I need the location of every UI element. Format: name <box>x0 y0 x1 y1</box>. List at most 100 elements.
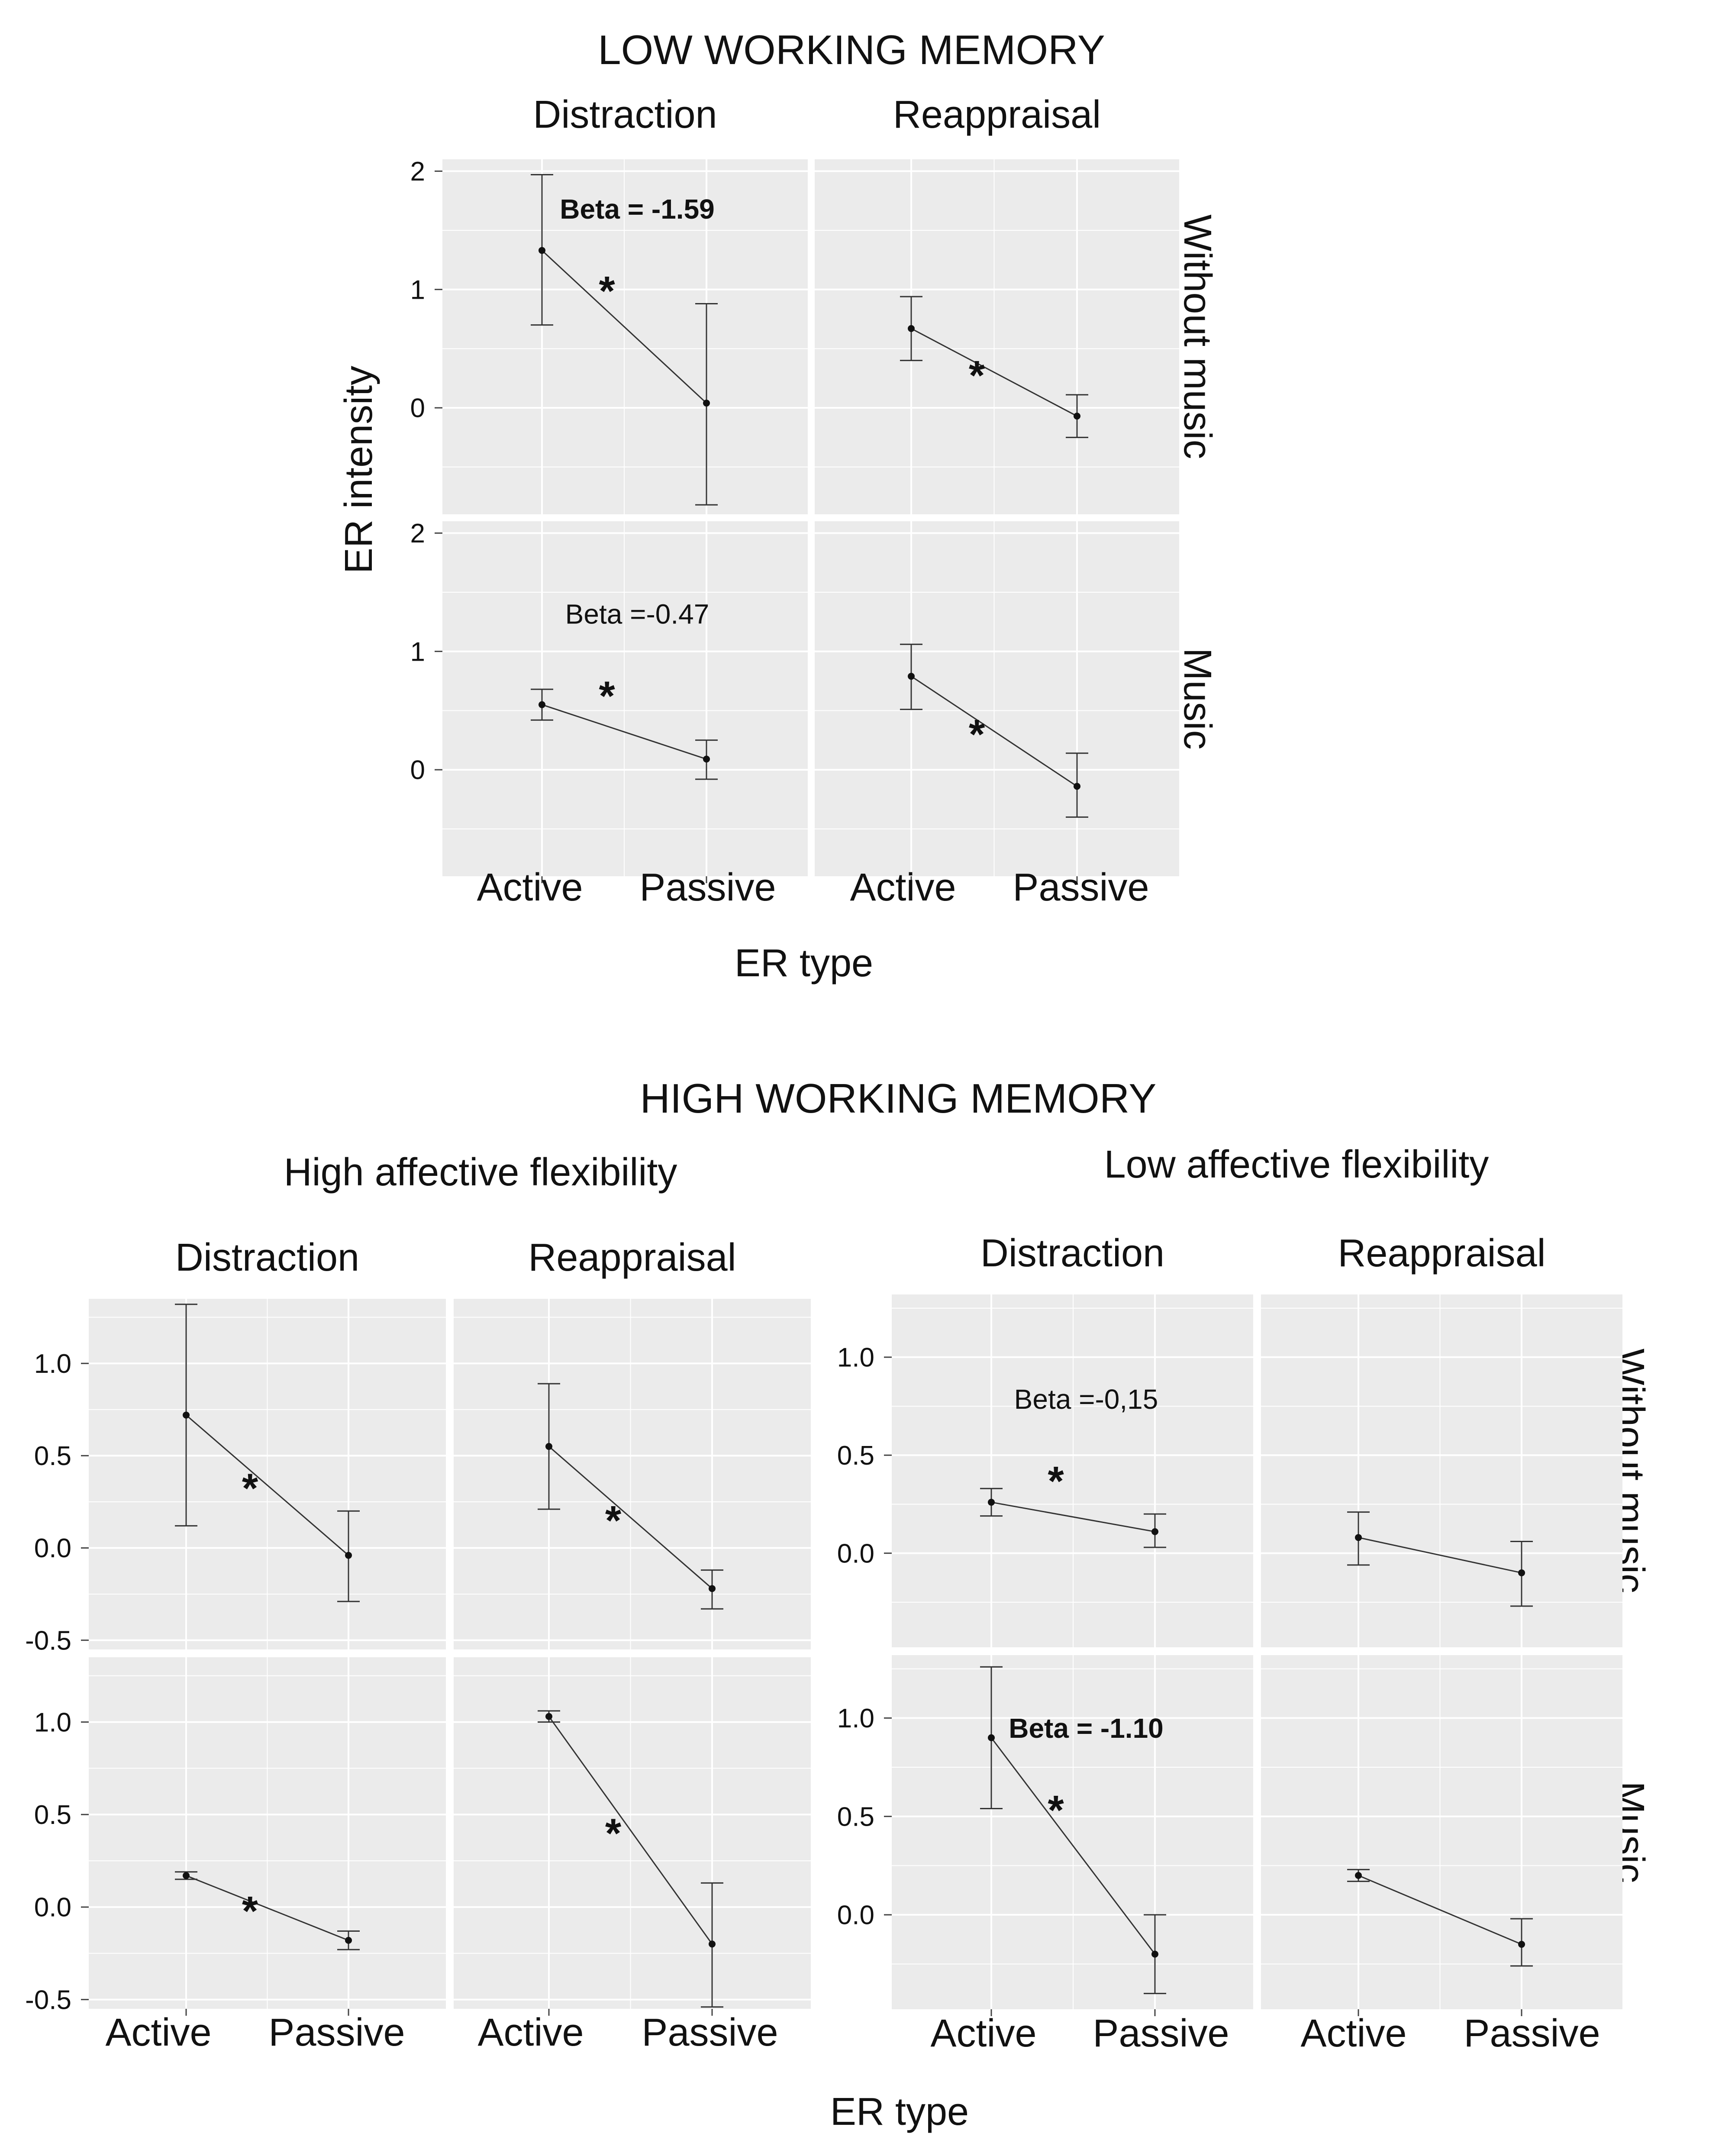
high-working-memory-title: HIGH WORKING MEMORY <box>640 1075 1157 1122</box>
y-tick-label: 0 <box>410 755 425 785</box>
facet-col-label-reappraisal: Reappraisal <box>1338 1232 1545 1275</box>
x-tick-label-active: Active <box>1300 2012 1406 2055</box>
panel-background <box>442 159 808 514</box>
y-tick-label: 0.0 <box>34 1893 71 1923</box>
low-working-memory-title: LOW WORKING MEMORY <box>598 27 1105 73</box>
y-tick-label: 1 <box>410 275 425 305</box>
panel-background <box>1261 1294 1622 1647</box>
series-line <box>548 1446 713 1589</box>
facet-col-label-distraction: Distraction <box>175 1236 359 1279</box>
x-tick-label-passive: Passive <box>268 2011 405 2054</box>
facet-row-label-without-music: Without music <box>1176 214 1219 459</box>
panel-distraction-music: Beta = -1.10 * <box>892 1655 1253 2016</box>
data-point-passive <box>703 755 710 763</box>
panel-distraction-music: Beta =-0.47 * <box>442 521 808 883</box>
x-tick-label-active: Active <box>477 2011 584 2054</box>
series-line <box>186 1875 349 1941</box>
data-point-passive <box>1151 1950 1158 1958</box>
panel-distraction-without-music: Beta = -1.59 * <box>442 159 808 514</box>
y-tick-label: 1 <box>410 637 425 667</box>
high-x-axis-label: ER type <box>830 2090 969 2133</box>
facet-col-label-distraction: Distraction <box>533 93 717 136</box>
significance-star: * <box>599 268 615 314</box>
x-tick-label-active: Active <box>930 2012 1036 2055</box>
y-tick-label: 0.5 <box>837 1441 874 1471</box>
y-tick-label: 0.0 <box>837 1901 874 1930</box>
facet-col-label-distraction: Distraction <box>980 1232 1164 1275</box>
series-line <box>990 1737 1156 1955</box>
data-point-passive <box>1074 413 1080 420</box>
significance-star: * <box>1048 1458 1064 1504</box>
data-point-active <box>545 1443 552 1450</box>
data-point-active <box>545 1713 552 1720</box>
high-affective-flexibility-title: High affective flexibility <box>284 1151 677 1194</box>
data-point-passive <box>709 1940 716 1948</box>
panel-reappraisal-music <box>1261 1655 1622 2016</box>
significance-star: * <box>969 711 985 758</box>
series-line <box>991 1501 1155 1533</box>
significance-star: * <box>242 1465 258 1512</box>
x-tick-label-active: Active <box>850 866 956 909</box>
y-tick-label: 2 <box>410 157 425 187</box>
data-point-passive <box>703 400 710 407</box>
data-point-active <box>908 325 915 332</box>
data-point-active <box>908 673 915 680</box>
significance-star: * <box>605 1811 622 1857</box>
panel-background <box>454 1299 811 1649</box>
x-tick-label-passive: Passive <box>1013 866 1149 909</box>
data-point-active <box>183 1411 190 1419</box>
beta-annotation: Beta = -1.59 <box>560 194 715 225</box>
significance-star: * <box>605 1498 622 1544</box>
panel-distraction-without-music: Beta =-0,15 * <box>892 1294 1253 1647</box>
y-tick-label: 0 <box>410 394 425 423</box>
facet-row-label-music: Music <box>1176 648 1219 749</box>
data-point-passive <box>1518 1569 1525 1576</box>
data-point-passive <box>345 1552 352 1559</box>
panel-reappraisal-music: * <box>454 1657 811 2016</box>
significance-star: * <box>242 1888 258 1934</box>
data-point-active <box>539 701 545 708</box>
x-tick-label-passive: Passive <box>639 866 776 909</box>
x-tick-label-active: Active <box>105 2011 211 2054</box>
y-tick-label: 0.0 <box>837 1539 874 1569</box>
panel-reappraisal-music: * <box>815 521 1179 883</box>
data-point-active <box>183 1872 190 1879</box>
significance-star: * <box>599 673 615 720</box>
facet-col-label-reappraisal: Reappraisal <box>893 93 1101 136</box>
y-tick-label: 1.0 <box>34 1349 71 1379</box>
y-tick-label: 1.0 <box>837 1704 874 1733</box>
panel-reappraisal-without-music <box>1261 1294 1622 1647</box>
panel-background <box>815 521 1179 876</box>
series-line <box>1358 1875 1522 1945</box>
y-axis-label: ER intensity <box>337 366 381 574</box>
data-point-active <box>988 1734 995 1741</box>
data-point-active <box>1355 1872 1362 1879</box>
x-tick-label-passive: Passive <box>1093 2012 1229 2055</box>
panel-background <box>1261 1655 1622 2009</box>
y-tick-label: 0.5 <box>34 1441 71 1471</box>
series-line <box>541 250 707 404</box>
y-tick-label: 1.0 <box>837 1343 874 1373</box>
data-point-passive <box>1074 783 1080 790</box>
panel-reappraisal-without-music: * <box>815 159 1179 514</box>
series-line <box>542 704 707 760</box>
y-tick-label: 1.0 <box>34 1707 71 1737</box>
panel-distraction-without-music: * <box>89 1299 446 1649</box>
series-line <box>548 1716 713 1945</box>
data-point-active <box>1355 1534 1362 1541</box>
data-point-passive <box>1151 1528 1158 1535</box>
series-line <box>186 1414 349 1556</box>
panel-background <box>892 1294 1253 1647</box>
y-tick-label: -0.5 <box>25 1626 71 1656</box>
y-tick-label: 0.5 <box>837 1802 874 1832</box>
series-line <box>911 675 1077 787</box>
panel-reappraisal-without-music: * <box>454 1299 811 1649</box>
series-line <box>911 328 1077 417</box>
x-tick-label-passive: Passive <box>642 2011 778 2054</box>
x-tick-label-active: Active <box>477 866 583 909</box>
panel-background <box>815 159 1179 514</box>
series-line <box>1358 1536 1522 1574</box>
y-tick-label: -0.5 <box>25 1985 71 2015</box>
